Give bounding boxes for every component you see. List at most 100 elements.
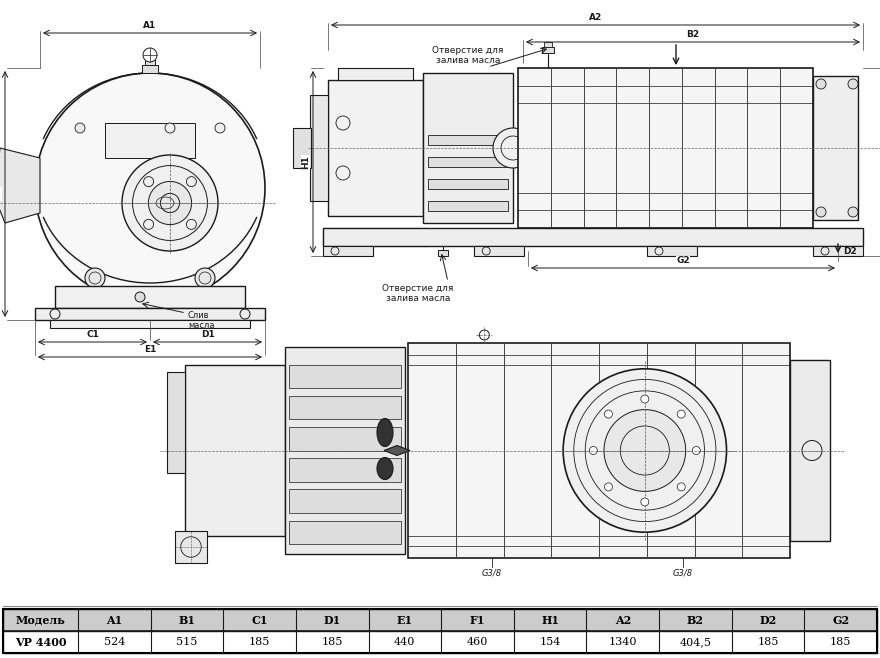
Circle shape <box>848 207 858 217</box>
Polygon shape <box>0 148 40 223</box>
Text: C1: C1 <box>86 330 99 339</box>
Circle shape <box>816 79 826 89</box>
Text: H1: H1 <box>301 155 310 169</box>
Text: 460: 460 <box>466 637 488 647</box>
Bar <box>408 343 790 558</box>
Bar <box>50 320 250 328</box>
Circle shape <box>75 123 85 133</box>
Circle shape <box>85 268 105 288</box>
Bar <box>518 68 813 228</box>
Bar <box>3 609 877 631</box>
Bar <box>289 520 401 544</box>
Bar <box>544 42 552 47</box>
Circle shape <box>678 483 686 491</box>
Bar <box>323 228 428 246</box>
Bar <box>813 76 858 220</box>
Bar <box>474 246 524 256</box>
Text: G2: G2 <box>676 256 690 265</box>
Bar <box>542 47 554 53</box>
Text: C1: C1 <box>252 615 268 626</box>
Text: D2: D2 <box>759 615 777 626</box>
Text: 404,5: 404,5 <box>679 637 711 647</box>
Text: Отверстие для
залива масла: Отверстие для залива масла <box>382 284 454 303</box>
Bar <box>428 179 508 189</box>
Circle shape <box>122 155 218 251</box>
Bar <box>323 246 373 256</box>
Bar <box>428 201 508 211</box>
Text: G3/8: G3/8 <box>482 568 502 577</box>
Text: E1: E1 <box>397 615 413 626</box>
Text: 1340: 1340 <box>609 637 637 647</box>
Text: E1: E1 <box>143 345 156 354</box>
Circle shape <box>195 268 215 288</box>
Text: D1: D1 <box>324 615 341 626</box>
Ellipse shape <box>377 418 393 447</box>
Bar <box>285 347 405 554</box>
Text: Модель: Модель <box>16 615 65 626</box>
Bar <box>813 246 863 256</box>
Circle shape <box>35 73 265 303</box>
Bar <box>338 68 413 80</box>
Ellipse shape <box>377 457 393 480</box>
Text: B1: B1 <box>0 188 2 201</box>
Bar <box>35 308 265 320</box>
Bar <box>105 123 195 158</box>
Text: 185: 185 <box>321 637 343 647</box>
Polygon shape <box>384 445 410 455</box>
Bar <box>438 250 448 256</box>
Text: B1: B1 <box>179 615 195 626</box>
Text: G2: G2 <box>832 615 849 626</box>
Text: 185: 185 <box>249 637 270 647</box>
Bar <box>289 458 401 482</box>
Text: G3/8: G3/8 <box>673 568 693 577</box>
Bar <box>647 246 697 256</box>
Bar <box>55 286 245 308</box>
Text: A2: A2 <box>589 13 602 22</box>
Bar <box>289 365 401 388</box>
Bar <box>142 65 158 73</box>
Circle shape <box>678 410 686 418</box>
Circle shape <box>848 79 858 89</box>
Circle shape <box>563 368 727 532</box>
Text: F1: F1 <box>470 615 485 626</box>
Text: A2: A2 <box>614 615 631 626</box>
Bar <box>289 427 401 451</box>
Circle shape <box>604 410 686 492</box>
Bar <box>289 490 401 513</box>
Circle shape <box>816 207 826 217</box>
Text: H1: H1 <box>541 615 559 626</box>
Text: Слив
масла: Слив масла <box>188 311 215 330</box>
Circle shape <box>605 483 612 491</box>
Text: 515: 515 <box>176 637 198 647</box>
Bar <box>310 95 328 201</box>
Text: A1: A1 <box>143 21 157 30</box>
Bar <box>323 228 863 246</box>
Text: D2: D2 <box>843 247 857 255</box>
Text: 524: 524 <box>104 637 125 647</box>
Circle shape <box>165 123 175 133</box>
Circle shape <box>143 48 157 62</box>
Text: 154: 154 <box>539 637 561 647</box>
Bar <box>289 396 401 419</box>
Bar <box>328 80 423 216</box>
Text: B2: B2 <box>686 30 700 39</box>
Circle shape <box>693 447 700 455</box>
Bar <box>428 157 508 167</box>
Circle shape <box>641 395 649 403</box>
Text: A1: A1 <box>106 615 122 626</box>
Bar <box>790 360 830 541</box>
Circle shape <box>215 123 225 133</box>
Circle shape <box>641 498 649 506</box>
Text: 185: 185 <box>830 637 851 647</box>
Bar <box>293 128 311 168</box>
Text: D1: D1 <box>201 330 215 339</box>
Text: B2: B2 <box>687 615 704 626</box>
Circle shape <box>135 292 145 302</box>
Text: VP 4400: VP 4400 <box>15 636 66 647</box>
Circle shape <box>493 128 533 168</box>
Circle shape <box>149 182 192 224</box>
Bar <box>423 73 513 223</box>
Text: Отверстие для
залива масла: Отверстие для залива масла <box>432 45 503 65</box>
Bar <box>428 135 508 145</box>
Bar <box>185 365 285 536</box>
